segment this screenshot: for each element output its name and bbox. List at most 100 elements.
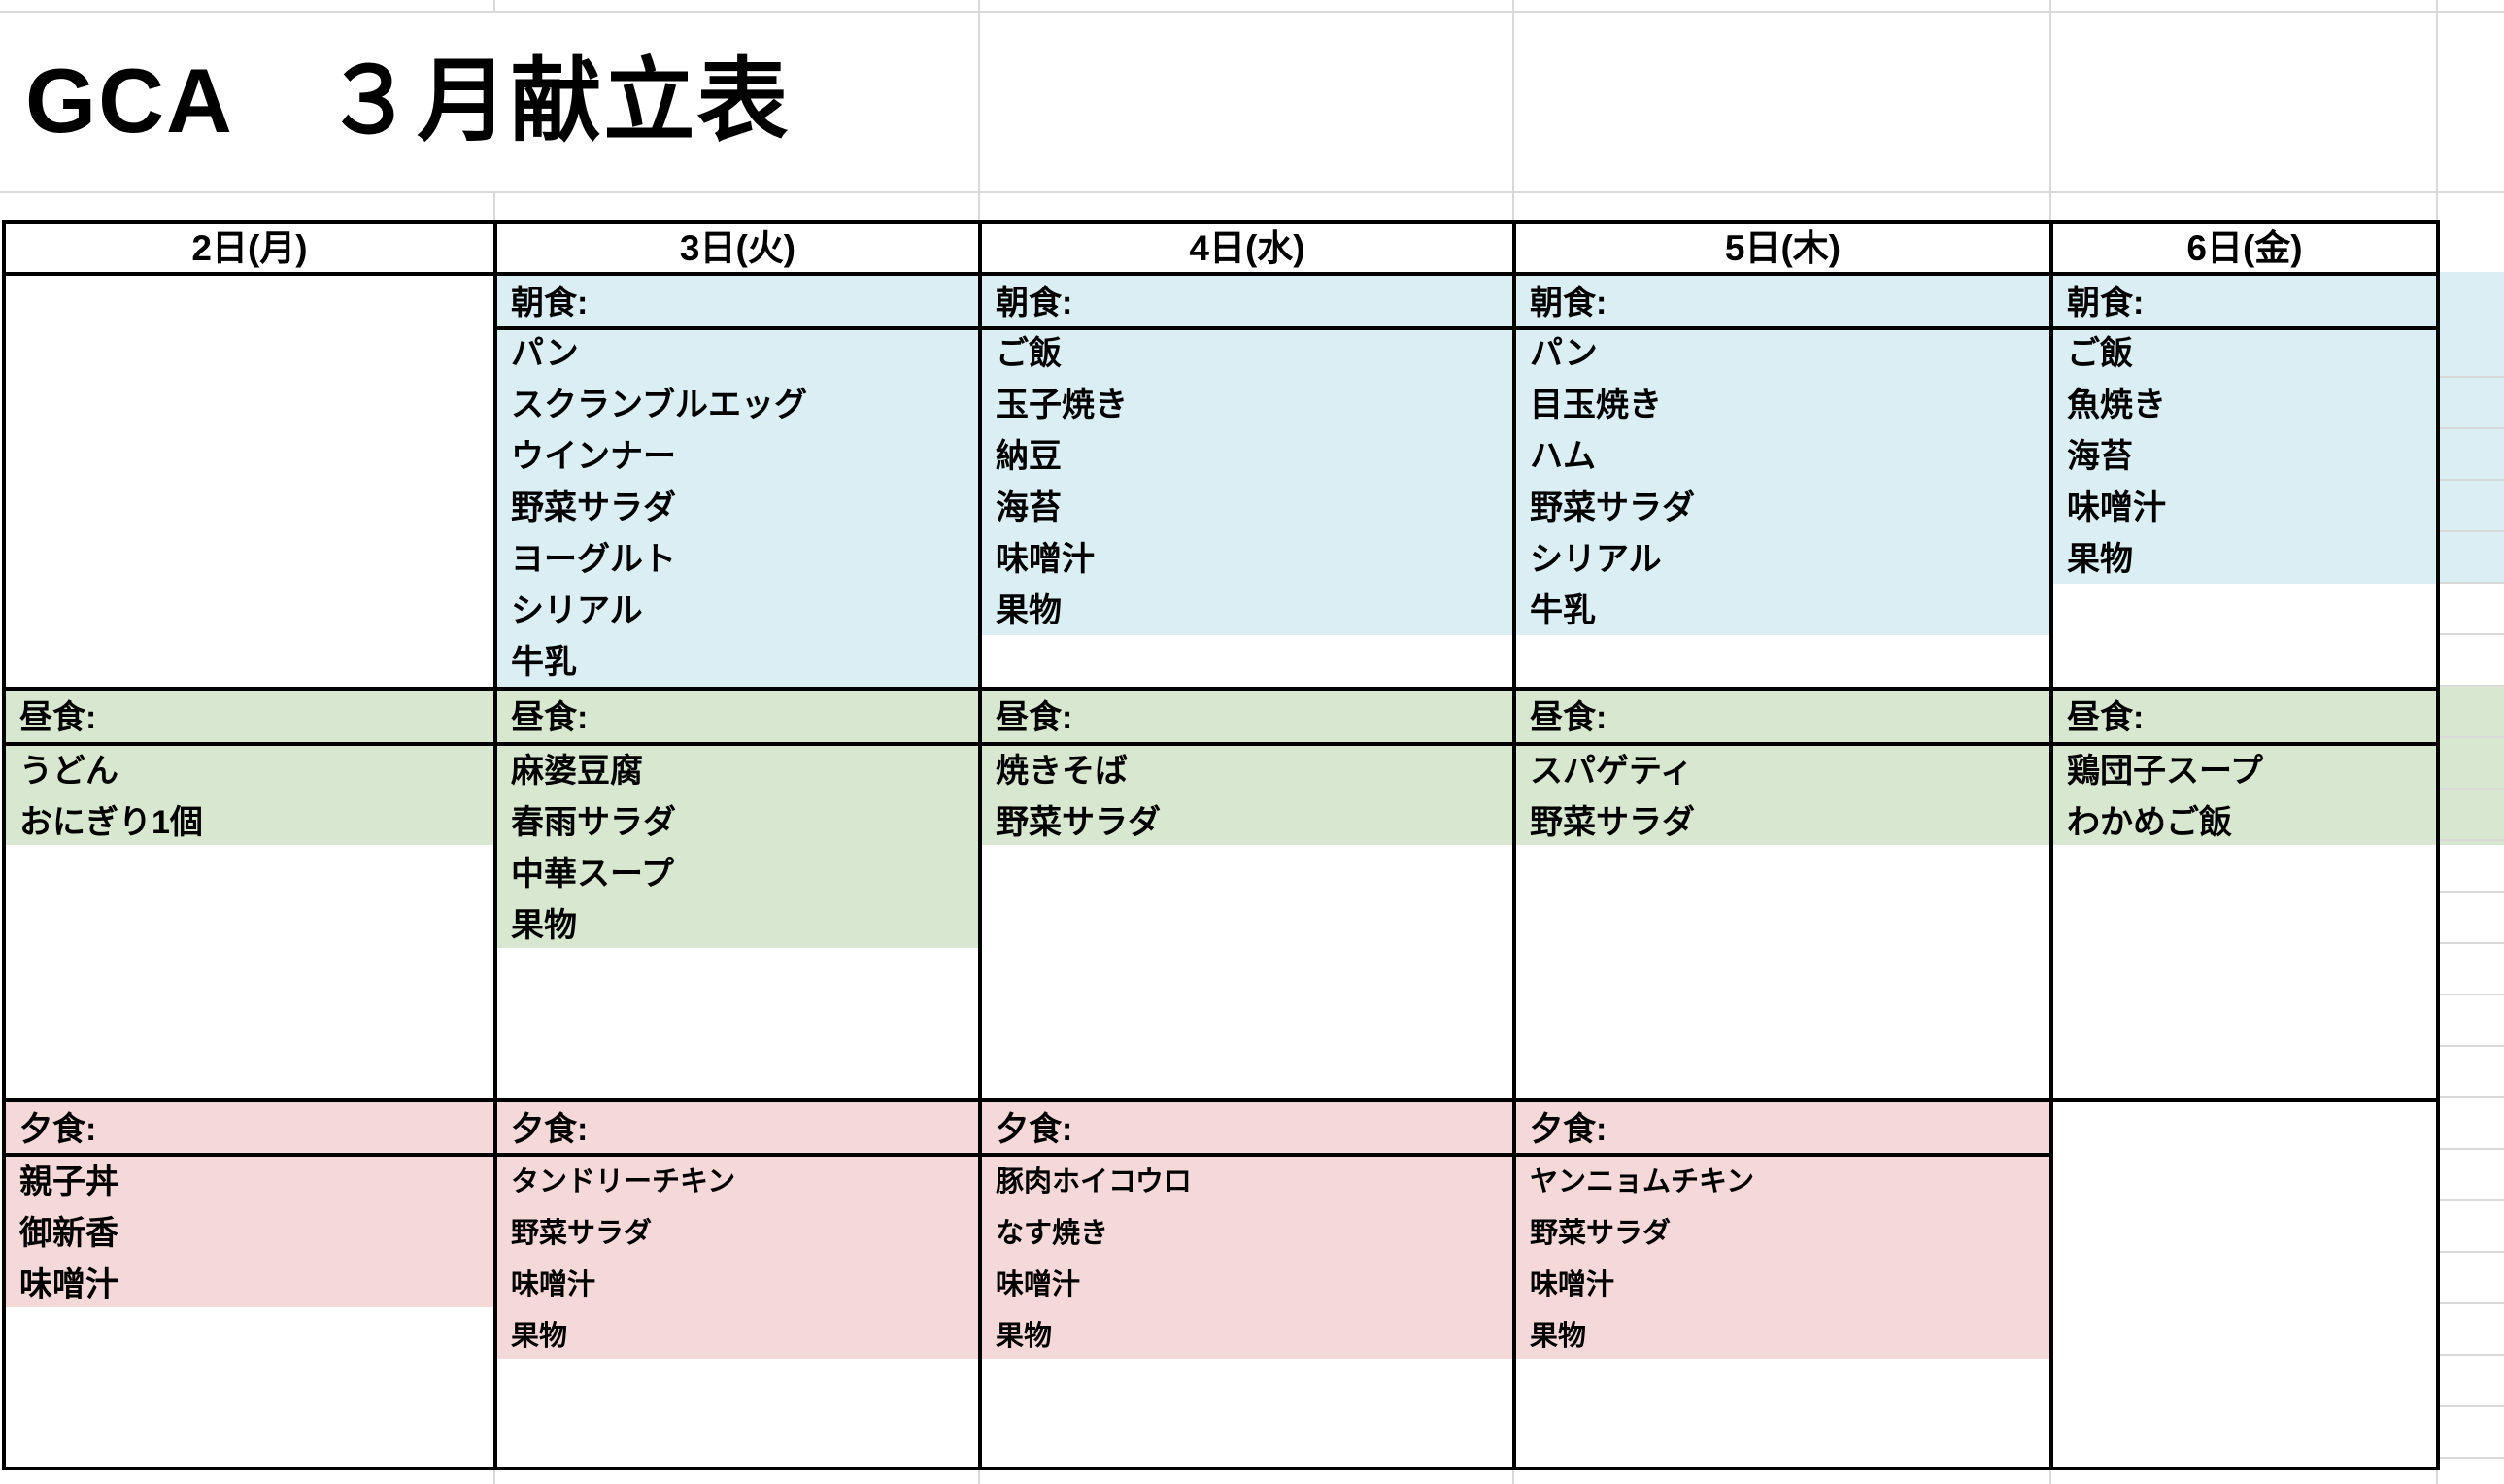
menu-item: 魚焼き [2067, 387, 2166, 423]
menu-item: 果物 [996, 1321, 1053, 1352]
menu-item: 麻婆豆腐 [511, 753, 643, 790]
lunch-label: 昼食: [2067, 699, 2145, 736]
page-title: GCA ３月献立表 [25, 50, 791, 152]
lunch-label: 昼食: [19, 699, 97, 736]
table-border [2, 687, 2440, 691]
table-border [2, 742, 2440, 746]
gridline [493, 191, 495, 220]
menu-item: 海苔 [2067, 438, 2133, 475]
day-header-wed: 4日(水) [1189, 228, 1305, 268]
menu-item: 味噌汁 [19, 1266, 118, 1303]
menu-item: 焼きそば [996, 753, 1128, 790]
breakfast-fill-area [982, 584, 1512, 635]
menu-item: 牛乳 [511, 644, 577, 681]
menu-item: 目玉焼き [1530, 387, 1662, 423]
menu-item: 納豆 [996, 438, 1062, 475]
table-border [2, 220, 6, 1470]
menu-item: 野菜サラダ [511, 1218, 653, 1249]
gridline [493, 1470, 495, 1484]
menu-item: 味噌汁 [2067, 489, 2166, 526]
lunch-label: 昼食: [996, 699, 1073, 736]
day-header-thu: 5日(木) [1724, 228, 1842, 268]
dinner-label: 夕食: [1530, 1111, 1607, 1148]
gridline [493, 0, 495, 11]
table-border [2, 1153, 2053, 1157]
menu-item: 野菜サラダ [1530, 489, 1695, 526]
menu-item: 海苔 [996, 489, 1062, 526]
menu-item: パン [511, 335, 579, 372]
gridline-strip [2440, 326, 2504, 1467]
menu-item: 春雨サラダ [511, 804, 676, 841]
gridline [2049, 0, 2051, 220]
lunch-label: 昼食: [511, 699, 589, 736]
menu-item: 果物 [996, 592, 1062, 629]
gridline [0, 191, 2504, 193]
breakfast-fill-area [497, 272, 2504, 584]
breakfast-fill-area [1516, 584, 2049, 635]
menu-item: ヤンニョムチキン [1530, 1166, 1755, 1197]
menu-item: シリアル [511, 592, 643, 629]
lunch-fill-area [6, 687, 2504, 845]
gridline [0, 11, 2504, 13]
menu-item: わかめご飯 [2067, 804, 2232, 841]
gridline [978, 1470, 980, 1484]
table-border [978, 220, 982, 1470]
dinner-fill-area [497, 1307, 2049, 1359]
menu-item: ご飯 [2067, 335, 2133, 372]
menu-item: おにぎり1個 [19, 804, 203, 841]
gridline [2436, 0, 2438, 220]
gridline [2436, 1470, 2438, 1484]
table-border [1512, 220, 1516, 1470]
menu-item: 野菜サラダ [1530, 1218, 1672, 1249]
day-header-tue: 3日(火) [679, 228, 796, 268]
table-border [493, 220, 497, 1470]
menu-item: ヨーグルト [511, 541, 676, 578]
gridline [1512, 1470, 1514, 1484]
dinner-label: 夕食: [511, 1111, 589, 1148]
menu-item: 果物 [511, 907, 577, 944]
menu-item: 果物 [1530, 1321, 1587, 1352]
menu-item: 味噌汁 [511, 1269, 596, 1300]
day-header-fri: 6日(金) [2186, 228, 2303, 268]
menu-item: ハム [1530, 438, 1596, 475]
menu-item: 中華スープ [511, 856, 674, 893]
gridline [2049, 1470, 2051, 1484]
dinner-label: 夕食: [996, 1111, 1073, 1148]
breakfast-label: 朝食: [996, 285, 1073, 321]
menu-item: 果物 [511, 1321, 568, 1352]
dinner-fill-area [6, 1098, 2049, 1307]
menu-item: うどん [19, 753, 118, 790]
table-border [2049, 220, 2053, 1470]
menu-item: 玉子焼き [996, 387, 1128, 423]
menu-item: 味噌汁 [996, 1269, 1081, 1300]
menu-item: 野菜サラダ [511, 489, 676, 526]
table-border [2, 1098, 2440, 1102]
menu-item: 味噌汁 [1530, 1269, 1615, 1300]
menu-item: 野菜サラダ [1530, 804, 1695, 841]
gridline [978, 0, 980, 220]
menu-item: 味噌汁 [996, 541, 1095, 578]
table-border [2, 1467, 2440, 1470]
table-border [2436, 220, 2440, 1470]
lunch-label: 昼食: [1530, 699, 1607, 736]
menu-item: 豚肉ホイコウロ [996, 1166, 1192, 1197]
breakfast-label: 朝食: [511, 285, 589, 321]
menu-item: 鶏団子スープ [2067, 753, 2263, 790]
menu-item: シリアル [1530, 541, 1662, 578]
menu-item: タンドリーチキン [511, 1166, 736, 1197]
table-border [2, 220, 2440, 224]
menu-item: なす焼き [996, 1218, 1109, 1249]
menu-item: スクランブルエッグ [511, 387, 807, 423]
table-border [2, 272, 2440, 276]
breakfast-fill-area [497, 584, 978, 687]
menu-item: ご飯 [996, 335, 1062, 372]
gridline [1512, 0, 1514, 220]
menu-item: スパゲティ [1530, 753, 1693, 790]
breakfast-label: 朝食: [1530, 285, 1607, 321]
menu-item: パン [1530, 335, 1598, 372]
day-header-mon: 2日(月) [191, 228, 308, 268]
table-border [497, 326, 2440, 330]
menu-item: 果物 [2067, 541, 2133, 578]
menu-item: 御新香 [19, 1215, 118, 1252]
